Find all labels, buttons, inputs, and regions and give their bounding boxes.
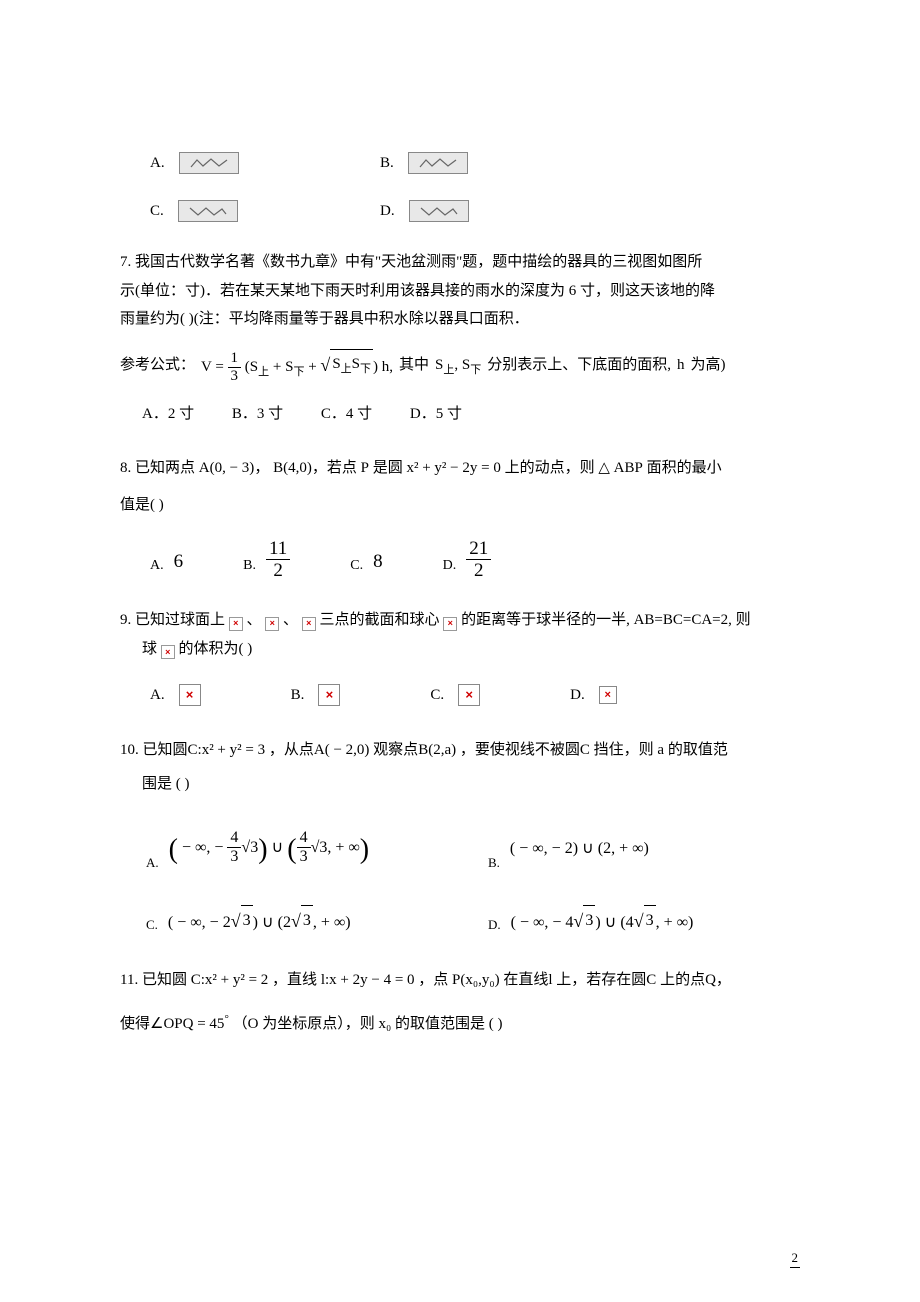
q6-options-row1: A. B. <box>150 152 800 174</box>
q10-c-math: ( − ∞, − 2√3) ∪ (2√3, + ∞) <box>168 904 351 938</box>
q7-option-d: D．5 寸 <box>410 400 462 429</box>
option-label: A. <box>150 155 165 172</box>
option-label: D. <box>380 203 395 220</box>
q6-option-a: A. <box>150 152 350 174</box>
q9-line1: 9. 已知过球面上 × 、 × 、 × 三点的截面和球心 × 的距离等于球半径的… <box>120 606 800 635</box>
q7-formula: 参考公式： V = 13 (S上 + S下 + √S上S下) h, 其中 S上,… <box>120 348 800 384</box>
broken-image-icon <box>178 200 238 222</box>
option-label: C. <box>150 203 164 220</box>
q7-options: A．2 寸 B．3 寸 C．4 寸 D．5 寸 <box>142 400 800 429</box>
q9-line2: 球 × 的体积为( ) <box>120 635 800 664</box>
q7-line1: 7. 我国古代数学名著《数书九章》中有"天池盆测雨"题，题中描绘的器具的三视图如… <box>120 248 800 277</box>
q11-line2: 使得∠OPQ = 45° （O 为坐标原点），则 x₀ 的取值范围是 ( ) <box>120 1009 800 1039</box>
formula-mid: 其中 <box>399 351 429 380</box>
q7-option-a: A．2 寸 <box>142 400 194 429</box>
broken-image-icon: × <box>229 617 243 631</box>
q6-options-row2: C. D. <box>150 200 800 222</box>
question-11: 11. 已知圆 C:x² + y² = 2 ，直线 l:x + 2y − 4 =… <box>120 966 800 1038</box>
q10-option-c: C. ( − ∞, − 2√3) ∪ (2√3, + ∞) <box>146 904 458 938</box>
q10-option-b: B. ( − ∞, − 2) ∪ (2, + ∞) <box>488 823 800 876</box>
q8-options: A. 6 B. 112 C. 8 D. 212 <box>150 539 800 580</box>
q7-option-c: C．4 寸 <box>321 400 372 429</box>
broken-image-icon: × <box>265 617 279 631</box>
broken-image-icon <box>408 152 468 174</box>
formula-h: h <box>677 351 685 380</box>
q8-option-c: C. 8 <box>350 544 382 580</box>
formula-tail2: 为高) <box>690 351 725 380</box>
broken-image-icon <box>409 200 469 222</box>
q10-d-math: ( − ∞, − 4√3) ∪ (4√3, + ∞) <box>511 904 694 938</box>
q10-line1: 10. 已知圆C:x² + y² = 3 ，从点A( − 2,0) 观察点B(2… <box>120 736 800 765</box>
broken-image-icon: × <box>179 684 201 706</box>
question-9: 9. 已知过球面上 × 、 × 、 × 三点的截面和球心 × 的距离等于球半径的… <box>120 606 800 710</box>
q7-option-b: B．3 寸 <box>232 400 283 429</box>
formula-s: S上, S下 <box>435 351 481 381</box>
question-10: 10. 已知圆C:x² + y² = 3 ，从点A( − 2,0) 观察点B(2… <box>120 736 800 939</box>
q8-line2: 值是( ) <box>120 491 800 520</box>
question-8: 8. 已知两点 A(0, − 3)， B(4,0)，若点 P 是圆 x² + y… <box>120 454 800 580</box>
q8-line1: 8. 已知两点 A(0, − 3)， B(4,0)，若点 P 是圆 x² + y… <box>120 454 800 483</box>
q6-option-b: B. <box>380 152 580 174</box>
broken-image-icon: × <box>302 617 316 631</box>
q8-option-b: B. 112 <box>243 539 290 580</box>
formula-prefix: 参考公式： <box>120 351 195 380</box>
q10-option-d: D. ( − ∞, − 4√3) ∪ (4√3, + ∞) <box>488 904 800 938</box>
q9-option-c: C. × <box>430 681 480 710</box>
broken-image-icon: × <box>599 686 617 704</box>
q9-option-d: D. × <box>570 681 617 710</box>
broken-image-icon: × <box>443 617 457 631</box>
broken-image-icon <box>179 152 239 174</box>
broken-image-icon: × <box>318 684 340 706</box>
page-number: 2 <box>790 1250 801 1268</box>
q9-option-b: B. × <box>291 681 341 710</box>
q7-line3: 雨量约为( )(注：平均降雨量等于器具中积水除以器具口面积． <box>120 305 800 334</box>
q10-options: A. ( − ∞, − 43√3) ∪ (43√3, + ∞) B. ( − ∞… <box>146 823 800 939</box>
option-label: B. <box>380 155 394 172</box>
q8-option-a: A. 6 <box>150 544 183 580</box>
question-7: 7. 我国古代数学名著《数书九章》中有"天池盆测雨"题，题中描绘的器具的三视图如… <box>120 248 800 428</box>
q9-options: A. × B. × C. × D. × <box>150 681 800 710</box>
q8-option-d: D. 212 <box>443 539 492 580</box>
broken-image-icon: × <box>458 684 480 706</box>
q9-option-a: A. × <box>150 681 201 710</box>
q10-a-math: ( − ∞, − 43√3) ∪ (43√3, + ∞) <box>169 823 369 876</box>
q10-option-a: A. ( − ∞, − 43√3) ∪ (43√3, + ∞) <box>146 823 458 876</box>
q6-option-d: D. <box>380 200 580 222</box>
q7-line2: 示(单位：寸)．若在某天某地下雨天时利用该器具接的雨水的深度为 6 寸，则这天该… <box>120 277 800 306</box>
q6-option-c: C. <box>150 200 350 222</box>
q11-line1: 11. 已知圆 C:x² + y² = 2 ，直线 l:x + 2y − 4 =… <box>120 966 800 995</box>
page: A. B. C. D. 7. 我国古代数学名著《数书九章》中有"天池盆 <box>0 0 920 1302</box>
formula-tail: 分别表示上、下底面的面积, <box>487 351 671 380</box>
broken-image-icon: × <box>161 645 175 659</box>
q10-line2: 围是 ( ) <box>120 770 800 799</box>
formula-body: V = 13 (S上 + S下 + √S上S下) h, <box>201 348 393 384</box>
